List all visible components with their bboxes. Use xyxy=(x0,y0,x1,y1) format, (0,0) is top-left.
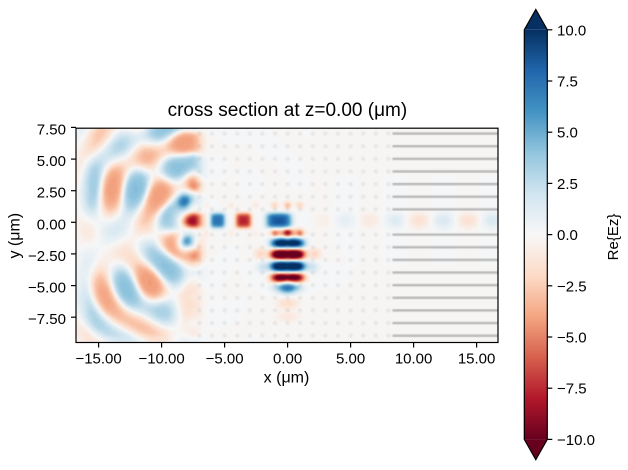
svg-text:7.50: 7.50 xyxy=(37,121,66,138)
svg-text:10.00: 10.00 xyxy=(395,351,433,368)
svg-text:0.00: 0.00 xyxy=(37,216,66,233)
svg-text:−15.00: −15.00 xyxy=(75,351,121,368)
svg-text:10.0: 10.0 xyxy=(557,22,586,39)
svg-text:x (μm): x (μm) xyxy=(264,370,310,387)
svg-text:2.5: 2.5 xyxy=(557,176,578,193)
svg-text:−5.00: −5.00 xyxy=(206,351,244,368)
svg-text:Re{Ez}: Re{Ez} xyxy=(605,214,622,261)
svg-text:2.50: 2.50 xyxy=(37,185,66,202)
svg-text:−7.5: −7.5 xyxy=(557,381,587,398)
svg-text:0.0: 0.0 xyxy=(557,227,578,244)
svg-text:5.00: 5.00 xyxy=(336,351,365,368)
svg-text:−5.0: −5.0 xyxy=(557,330,587,347)
svg-text:7.5: 7.5 xyxy=(557,74,578,91)
svg-text:−10.0: −10.0 xyxy=(557,432,595,449)
svg-text:−5.00: −5.00 xyxy=(28,280,66,297)
svg-text:cross section at z=0.00 (μm): cross section at z=0.00 (μm) xyxy=(168,100,408,121)
svg-text:5.00: 5.00 xyxy=(37,153,66,170)
svg-text:−10.00: −10.00 xyxy=(138,351,184,368)
svg-text:−7.50: −7.50 xyxy=(28,311,66,328)
svg-text:0.00: 0.00 xyxy=(273,351,302,368)
svg-text:−2.50: −2.50 xyxy=(28,248,66,265)
svg-text:y (μm): y (μm) xyxy=(7,213,24,259)
svg-text:5.0: 5.0 xyxy=(557,125,578,142)
svg-text:15.00: 15.00 xyxy=(458,351,496,368)
svg-text:−2.5: −2.5 xyxy=(557,278,587,295)
